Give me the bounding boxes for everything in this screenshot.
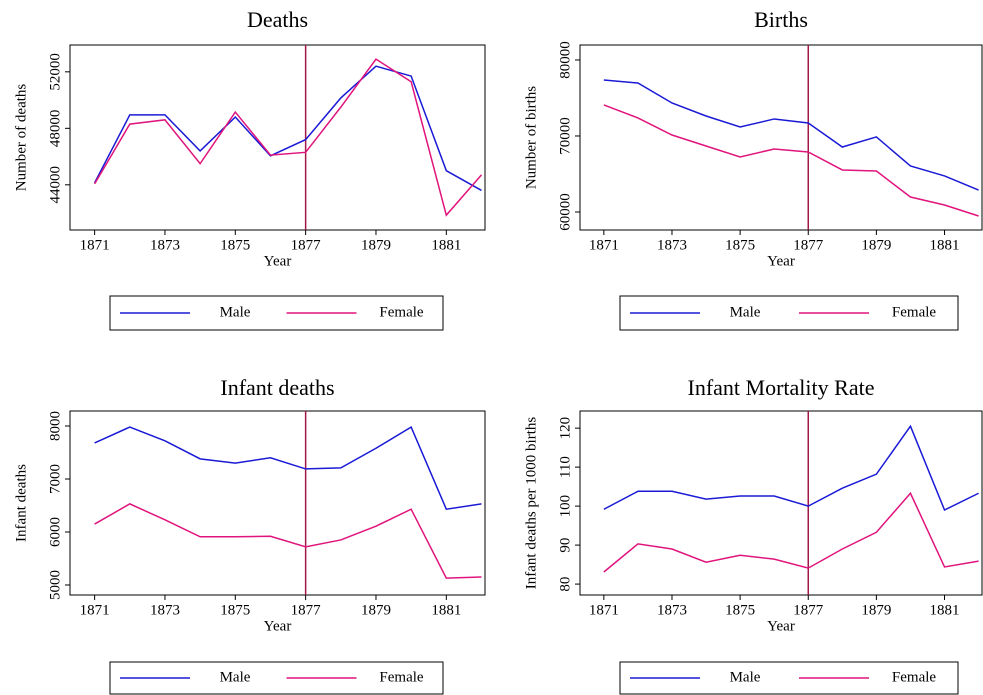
y-axis-label: Infant deaths per 1000 births bbox=[523, 417, 539, 590]
y-tick-label: 6000 bbox=[47, 517, 63, 547]
y-tick-label: 48000 bbox=[47, 110, 63, 148]
legend-label: Female bbox=[892, 669, 936, 685]
x-tick-label: 1875 bbox=[725, 602, 755, 618]
series-line bbox=[93, 65, 482, 192]
x-tick-label: 1879 bbox=[361, 237, 391, 253]
x-tick-label: 1871 bbox=[80, 602, 110, 618]
x-tick-label: 1879 bbox=[861, 237, 891, 253]
x-tick-label: 1879 bbox=[361, 602, 391, 618]
legend-label: Male bbox=[730, 669, 761, 685]
legend-label: Female bbox=[892, 304, 936, 320]
legend-box bbox=[619, 661, 959, 695]
x-tick-label: 1875 bbox=[220, 602, 250, 618]
x-tick-label: 1873 bbox=[150, 602, 180, 618]
plot-frame bbox=[579, 410, 983, 596]
x-tick-label: 1881 bbox=[431, 237, 461, 253]
x-axis-label: Year bbox=[264, 618, 292, 634]
series-line bbox=[603, 491, 979, 573]
y-tick-label: 90 bbox=[557, 538, 573, 553]
chart-title: Births bbox=[754, 7, 808, 32]
x-tick-label: 1873 bbox=[150, 237, 180, 253]
plot-frame bbox=[69, 44, 486, 231]
x-tick-label: 1877 bbox=[793, 237, 824, 253]
x-tick-label: 1877 bbox=[793, 602, 824, 618]
x-tick-label: 1881 bbox=[930, 602, 960, 618]
series-line bbox=[603, 424, 979, 512]
series-line bbox=[94, 425, 482, 511]
x-tick-label: 1871 bbox=[80, 237, 110, 253]
x-tick-label: 1877 bbox=[291, 602, 322, 618]
x-tick-label: 1881 bbox=[930, 237, 960, 253]
y-tick-label: 8000 bbox=[47, 411, 63, 441]
legend-box bbox=[619, 295, 959, 331]
plot-frame bbox=[579, 44, 983, 231]
x-tick-label: 1879 bbox=[861, 602, 891, 618]
series-line bbox=[603, 104, 979, 217]
x-tick-label: 1877 bbox=[291, 237, 322, 253]
x-tick-label: 1875 bbox=[220, 237, 250, 253]
chart-title: Deaths bbox=[247, 7, 308, 32]
chart-title: Infant deaths bbox=[220, 375, 334, 400]
x-tick-label: 1873 bbox=[657, 237, 687, 253]
y-tick-label: 5000 bbox=[47, 570, 63, 600]
x-axis-label: Year bbox=[264, 253, 292, 269]
y-tick-label: 100 bbox=[557, 495, 573, 518]
y-axis-label: Number of deaths bbox=[13, 84, 29, 192]
y-axis-label: Number of births bbox=[523, 86, 539, 189]
x-tick-label: 1871 bbox=[589, 237, 619, 253]
x-tick-label: 1873 bbox=[657, 602, 687, 618]
legend-label: Female bbox=[379, 304, 423, 320]
x-tick-label: 1875 bbox=[725, 237, 755, 253]
y-tick-label: 80000 bbox=[557, 41, 573, 79]
y-tick-label: 120 bbox=[557, 417, 573, 440]
legend-label: Male bbox=[220, 304, 251, 320]
x-tick-label: 1871 bbox=[589, 602, 619, 618]
y-tick-label: 80 bbox=[557, 577, 573, 592]
legend-box bbox=[109, 661, 444, 695]
x-axis-label: Year bbox=[767, 618, 795, 634]
legend-label: Female bbox=[379, 669, 423, 685]
plot-frame bbox=[69, 410, 486, 596]
y-tick-label: 110 bbox=[557, 456, 573, 478]
x-axis-label: Year bbox=[767, 253, 795, 269]
legend-label: Male bbox=[220, 669, 251, 685]
y-axis-label: Infant deaths bbox=[13, 464, 29, 542]
legend-box bbox=[109, 295, 444, 331]
y-tick-label: 44000 bbox=[47, 166, 63, 204]
series-line bbox=[603, 79, 979, 191]
y-tick-label: 60000 bbox=[557, 193, 573, 231]
y-tick-label: 7000 bbox=[47, 464, 63, 494]
series-line bbox=[93, 58, 483, 217]
y-tick-label: 70000 bbox=[557, 117, 573, 155]
chart-title: Infant Mortality Rate bbox=[688, 375, 875, 400]
y-tick-label: 52000 bbox=[47, 53, 63, 91]
x-tick-label: 1881 bbox=[431, 602, 461, 618]
series-line bbox=[94, 503, 482, 579]
legend-label: Male bbox=[730, 304, 761, 320]
